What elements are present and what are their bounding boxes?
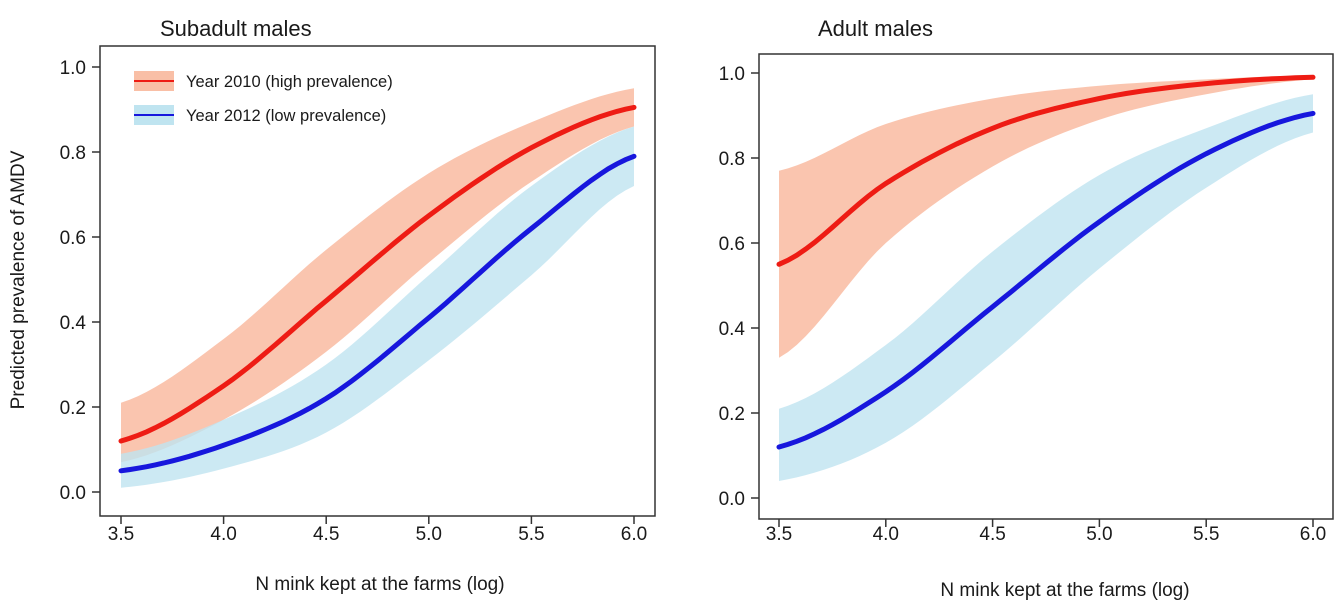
legend: Year 2010 (high prevalence) Year 2012 (l… bbox=[134, 71, 393, 125]
y-tick-label: 0.4 bbox=[60, 313, 87, 334]
series-line-2012 bbox=[118, 153, 637, 474]
x-axis-label: N mink kept at the farms (log) bbox=[940, 580, 1189, 601]
series-line-2010 bbox=[118, 104, 637, 444]
x-tick-label: 6.0 bbox=[1300, 524, 1326, 545]
x-tick-label: 6.0 bbox=[621, 524, 647, 545]
legend-label: Year 2010 (high prevalence) bbox=[186, 73, 393, 91]
confidence-band-2010 bbox=[779, 75, 1313, 358]
x-tick-label: 5.5 bbox=[1193, 524, 1219, 545]
x-tick-label: 3.5 bbox=[108, 524, 134, 545]
x-tick-label: 3.5 bbox=[766, 524, 792, 545]
x-tick-label: 4.0 bbox=[873, 524, 899, 545]
x-tick-label: 4.5 bbox=[313, 524, 339, 545]
x-axis-label: N mink kept at the farms (log) bbox=[255, 574, 504, 595]
plot-frame bbox=[99, 45, 656, 517]
confidence-band-2012 bbox=[121, 126, 634, 488]
series-line-2010 bbox=[776, 74, 1316, 267]
x-tick-label: 5.0 bbox=[416, 524, 442, 545]
y-tick-label: 0.0 bbox=[60, 483, 86, 504]
y-tick-label: 0.4 bbox=[719, 319, 746, 340]
panel-adult-males: Adult males N mink kept at the farms (lo… bbox=[719, 16, 1334, 601]
y-tick-label: 0.2 bbox=[719, 404, 745, 425]
x-tick-label: 5.5 bbox=[518, 524, 544, 545]
y-tick-label: 0.6 bbox=[60, 228, 86, 249]
y-tick-label: 0.8 bbox=[60, 143, 86, 164]
legend-label: Year 2012 (low prevalence) bbox=[186, 107, 386, 125]
y-tick-label: 0.8 bbox=[719, 149, 745, 170]
y-tick-label: 0.0 bbox=[719, 489, 745, 510]
y-tick-label: 1.0 bbox=[60, 58, 86, 79]
y-tick-label: 0.2 bbox=[60, 398, 86, 419]
x-tick-label: 4.0 bbox=[210, 524, 236, 545]
confidence-band-2010 bbox=[121, 88, 634, 463]
confidence-band-2012 bbox=[779, 94, 1313, 481]
y-axis-label: Predicted prevalence of AMDV bbox=[8, 150, 29, 409]
y-tick-label: 1.0 bbox=[719, 64, 745, 85]
x-tick-label: 5.0 bbox=[1086, 524, 1112, 545]
series-line-2012 bbox=[776, 110, 1316, 450]
panel-title: Subadult males bbox=[160, 16, 312, 41]
plot-frame bbox=[758, 53, 1334, 520]
panel-subadult-males: Subadult males Predicted prevalence of A… bbox=[8, 16, 656, 595]
panel-title: Adult males bbox=[818, 16, 933, 41]
y-tick-label: 0.6 bbox=[719, 234, 745, 255]
x-tick-label: 4.5 bbox=[979, 524, 1005, 545]
